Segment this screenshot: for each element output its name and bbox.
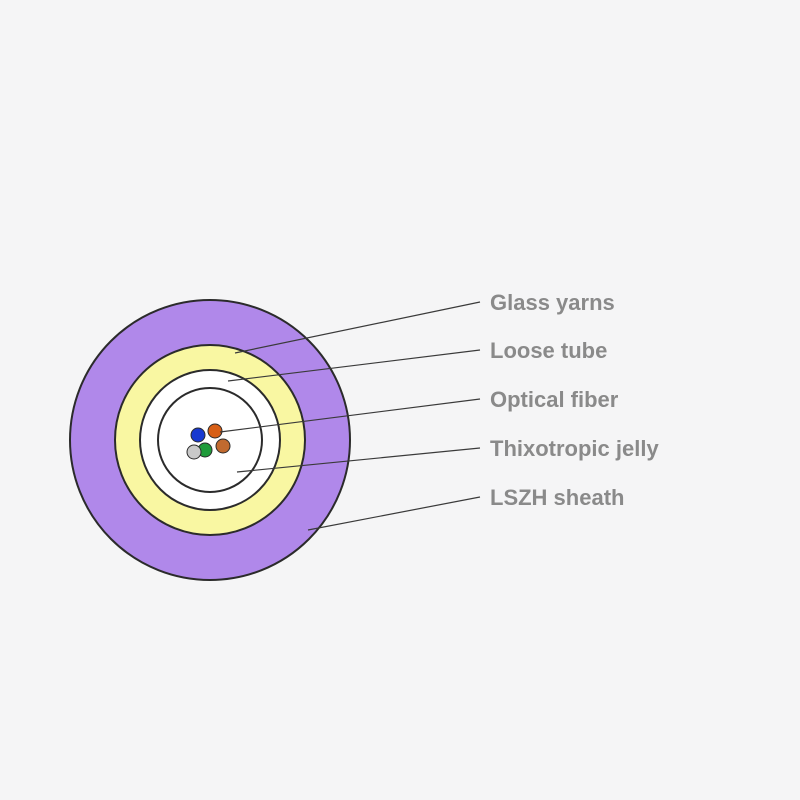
- fiber-1: [208, 424, 222, 438]
- label-glass-yarns: Glass yarns: [490, 290, 615, 316]
- fiber-0: [191, 428, 205, 442]
- cable-cross-section-diagram: Glass yarns Loose tube Optical fiber Thixot…: [0, 0, 800, 800]
- diagram-svg: [0, 0, 800, 800]
- label-lszh-sheath: LSZH sheath: [490, 485, 624, 511]
- label-optical-fiber: Optical fiber: [490, 387, 618, 413]
- label-loose-tube: Loose tube: [490, 338, 607, 364]
- layer-thixotropic-jelly: [158, 388, 262, 492]
- fiber-3: [216, 439, 230, 453]
- fiber-4: [187, 445, 201, 459]
- cable-layers: [70, 300, 350, 580]
- label-thixotropic-jelly: Thixotropic jelly: [490, 436, 659, 462]
